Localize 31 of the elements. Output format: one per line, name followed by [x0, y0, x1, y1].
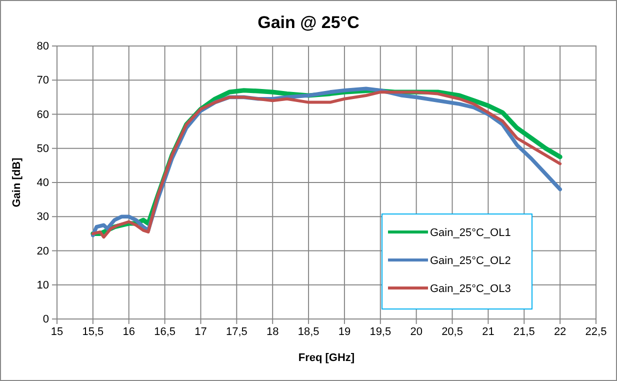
x-tick-label: 16,5 [154, 326, 176, 338]
x-tick-label: 19 [338, 326, 351, 338]
x-tick-label: 20 [410, 326, 422, 338]
y-tick-label: 70 [36, 74, 49, 87]
x-tick-label: 16 [122, 326, 135, 338]
x-tick-label: 20,5 [442, 326, 463, 338]
x-tick-label: 15,5 [82, 326, 104, 338]
legend-label: Gain_25°C_OL1 [430, 227, 511, 239]
y-tick-label: 80 [36, 40, 49, 53]
chart-title: Gain @ 25°C [258, 13, 360, 32]
y-tick-label: 40 [36, 177, 49, 190]
y-axis-title: Gain [dB] [11, 157, 23, 208]
x-tick-label: 22,5 [585, 326, 607, 338]
x-tick-label: 19,5 [370, 326, 392, 338]
y-tick-label: 50 [36, 142, 49, 155]
x-tick-label: 21 [482, 326, 494, 338]
y-tick-label: 30 [36, 211, 49, 224]
x-tick-label: 21,5 [513, 326, 535, 338]
legend-label: Gain_25°C_OL2 [430, 255, 511, 267]
x-tick-label: 15 [50, 326, 64, 338]
x-tick-label: 18,5 [298, 326, 320, 338]
y-tick-label: 0 [42, 314, 49, 326]
legend-label: Gain_25°C_OL3 [430, 283, 511, 295]
y-tick-label: 60 [36, 108, 49, 121]
x-tick-label: 18 [266, 326, 279, 338]
x-tick-label: 17 [194, 326, 207, 338]
x-tick-label: 22 [554, 326, 566, 338]
y-tick-label: 10 [36, 279, 49, 292]
y-tick-label: 20 [36, 245, 49, 258]
x-tick-label: 17,5 [226, 326, 248, 338]
x-axis-title: Freq [GHz] [298, 352, 355, 364]
